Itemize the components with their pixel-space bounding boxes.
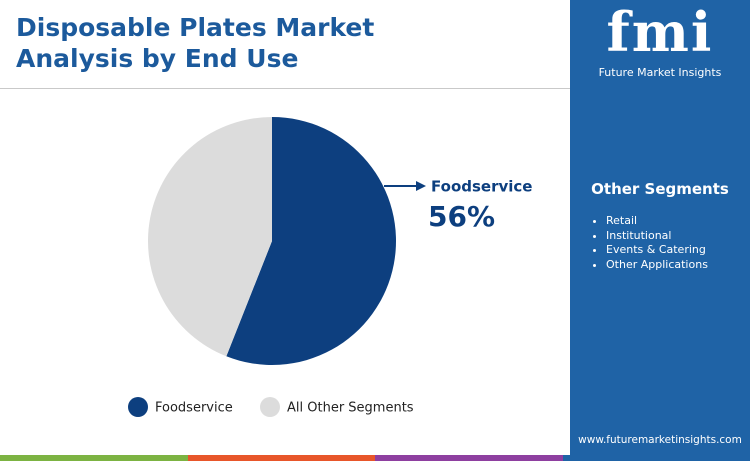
- legend-label: Foodservice: [155, 401, 233, 416]
- segment-item: Events & Catering: [606, 243, 708, 258]
- annotation-label: Foodservice: [431, 178, 532, 196]
- stripe-part: [375, 455, 563, 461]
- color-stripe: [0, 455, 750, 461]
- arrow-head: [416, 181, 426, 191]
- segment-item: Retail: [606, 214, 708, 229]
- segment-item: Institutional: [606, 229, 708, 244]
- divider: [0, 88, 570, 89]
- website: www.futuremarketinsights.com: [578, 434, 742, 446]
- legend-label: All Other Segments: [287, 401, 414, 416]
- sidebar: fmi Future Market Insights Other Segment…: [570, 0, 750, 455]
- stripe-part: [562, 455, 750, 461]
- legend-swatch: [128, 397, 148, 417]
- stripe-part: [0, 455, 188, 461]
- pie-slice: [226, 117, 396, 365]
- sidebar-heading: Other Segments: [591, 180, 729, 198]
- legend-swatch: [260, 397, 280, 417]
- segment-list: RetailInstitutionalEvents & CateringOthe…: [592, 214, 708, 272]
- chart-title: Disposable Plates Market Analysis by End…: [16, 13, 375, 73]
- stripe-part: [187, 455, 375, 461]
- segment-item: Other Applications: [606, 258, 708, 273]
- brand: Future Market Insights: [598, 66, 722, 79]
- pie-slice: [147, 117, 272, 357]
- value-label: 56%: [428, 200, 495, 233]
- logo: fmi: [606, 0, 714, 64]
- chart: Foodservice 56% Foodservice All Other Segme…: [128, 117, 532, 417]
